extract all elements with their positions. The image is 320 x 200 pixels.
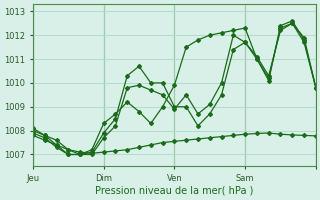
X-axis label: Pression niveau de la mer( hPa ): Pression niveau de la mer( hPa )	[95, 186, 253, 196]
